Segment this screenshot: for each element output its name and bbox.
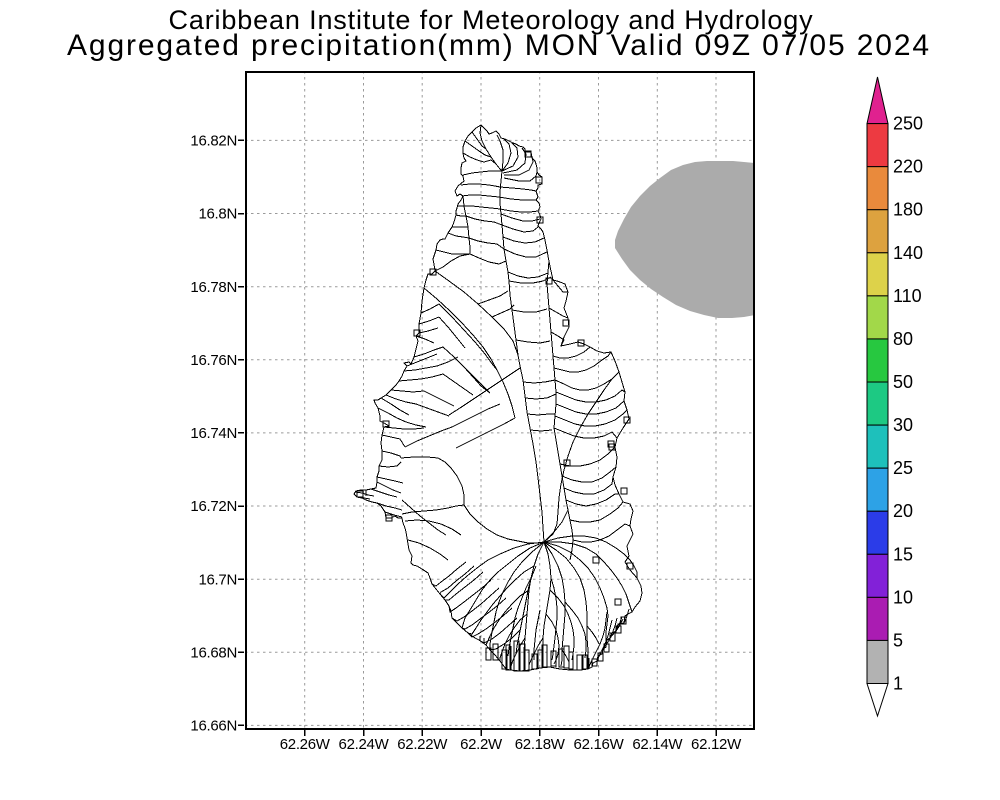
svg-text:16.74N: 16.74N — [190, 425, 237, 442]
svg-text:16.7N: 16.7N — [198, 571, 237, 588]
svg-text:16.82N: 16.82N — [190, 133, 237, 150]
svg-text:62.18W: 62.18W — [515, 736, 566, 753]
svg-text:16.8N: 16.8N — [198, 206, 237, 223]
svg-text:62.2W: 62.2W — [460, 736, 503, 753]
svg-text:62.12W: 62.12W — [691, 736, 742, 753]
svg-text:16.68N: 16.68N — [190, 645, 237, 662]
svg-text:62.22W: 62.22W — [397, 736, 448, 753]
svg-text:1: 1 — [893, 674, 903, 694]
svg-text:5: 5 — [893, 630, 903, 650]
svg-text:20: 20 — [893, 501, 913, 521]
svg-text:140: 140 — [893, 243, 923, 263]
svg-text:10: 10 — [893, 587, 913, 607]
svg-text:250: 250 — [893, 114, 923, 134]
svg-text:180: 180 — [893, 200, 923, 220]
svg-text:15: 15 — [893, 544, 913, 564]
svg-text:62.14W: 62.14W — [632, 736, 683, 753]
svg-text:50: 50 — [893, 372, 913, 392]
svg-text:62.26W: 62.26W — [280, 736, 331, 753]
svg-text:62.16W: 62.16W — [574, 736, 625, 753]
svg-text:110: 110 — [893, 286, 922, 306]
svg-text:25: 25 — [893, 458, 913, 478]
svg-text:220: 220 — [893, 157, 923, 177]
svg-text:16.72N: 16.72N — [190, 498, 237, 515]
svg-text:62.24W: 62.24W — [339, 736, 390, 753]
svg-text:16.66N: 16.66N — [190, 718, 237, 735]
svg-text:16.78N: 16.78N — [190, 279, 237, 296]
svg-text:16.76N: 16.76N — [190, 352, 237, 369]
svg-text:30: 30 — [893, 415, 913, 435]
svg-text:80: 80 — [893, 329, 913, 349]
